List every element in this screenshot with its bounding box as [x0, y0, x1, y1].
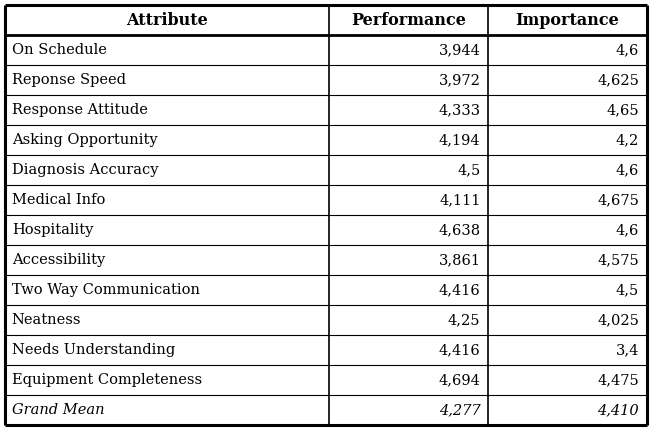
Text: Diagnosis Accuracy: Diagnosis Accuracy [12, 163, 158, 177]
Text: 3,861: 3,861 [439, 253, 481, 267]
Text: 4,416: 4,416 [439, 283, 481, 297]
Text: Two Way Communication: Two Way Communication [12, 283, 200, 297]
Text: Performance: Performance [351, 12, 466, 29]
Text: 4,277: 4,277 [439, 403, 481, 417]
Text: 3,972: 3,972 [439, 73, 481, 87]
Text: 4,6: 4,6 [615, 223, 639, 237]
Text: 4,675: 4,675 [597, 193, 639, 207]
Text: Importance: Importance [516, 12, 619, 29]
Text: 4,416: 4,416 [439, 343, 481, 357]
Text: 3,4: 3,4 [615, 343, 639, 357]
Text: 4,5: 4,5 [615, 283, 639, 297]
Text: Asking Opportunity: Asking Opportunity [12, 133, 157, 147]
Text: On Schedule: On Schedule [12, 43, 107, 57]
Text: Accessibility: Accessibility [12, 253, 105, 267]
Text: Neatness: Neatness [12, 313, 82, 327]
Text: 4,025: 4,025 [597, 313, 639, 327]
Text: Medical Info: Medical Info [12, 193, 105, 207]
Text: 4,638: 4,638 [438, 223, 481, 237]
Text: Needs Understanding: Needs Understanding [12, 343, 175, 357]
Text: Hospitality: Hospitality [12, 223, 93, 237]
Text: 4,5: 4,5 [457, 163, 481, 177]
Text: 4,194: 4,194 [439, 133, 481, 147]
Text: Attribute: Attribute [126, 12, 208, 29]
Text: Response Attitude: Response Attitude [12, 103, 147, 117]
Text: Grand Mean: Grand Mean [12, 403, 104, 417]
Text: Equipment Completeness: Equipment Completeness [12, 373, 202, 387]
Text: 4,625: 4,625 [597, 73, 639, 87]
Text: 4,575: 4,575 [597, 253, 639, 267]
Text: 4,694: 4,694 [439, 373, 481, 387]
Text: 4,410: 4,410 [597, 403, 639, 417]
Text: 4,25: 4,25 [448, 313, 481, 327]
Text: 4,475: 4,475 [597, 373, 639, 387]
Text: 4,6: 4,6 [615, 163, 639, 177]
Text: 4,111: 4,111 [439, 193, 481, 207]
Text: 3,944: 3,944 [439, 43, 481, 57]
Text: 4,333: 4,333 [438, 103, 481, 117]
Text: 4,65: 4,65 [606, 103, 639, 117]
Text: 4,6: 4,6 [615, 43, 639, 57]
Text: 4,2: 4,2 [615, 133, 639, 147]
Text: Reponse Speed: Reponse Speed [12, 73, 126, 87]
